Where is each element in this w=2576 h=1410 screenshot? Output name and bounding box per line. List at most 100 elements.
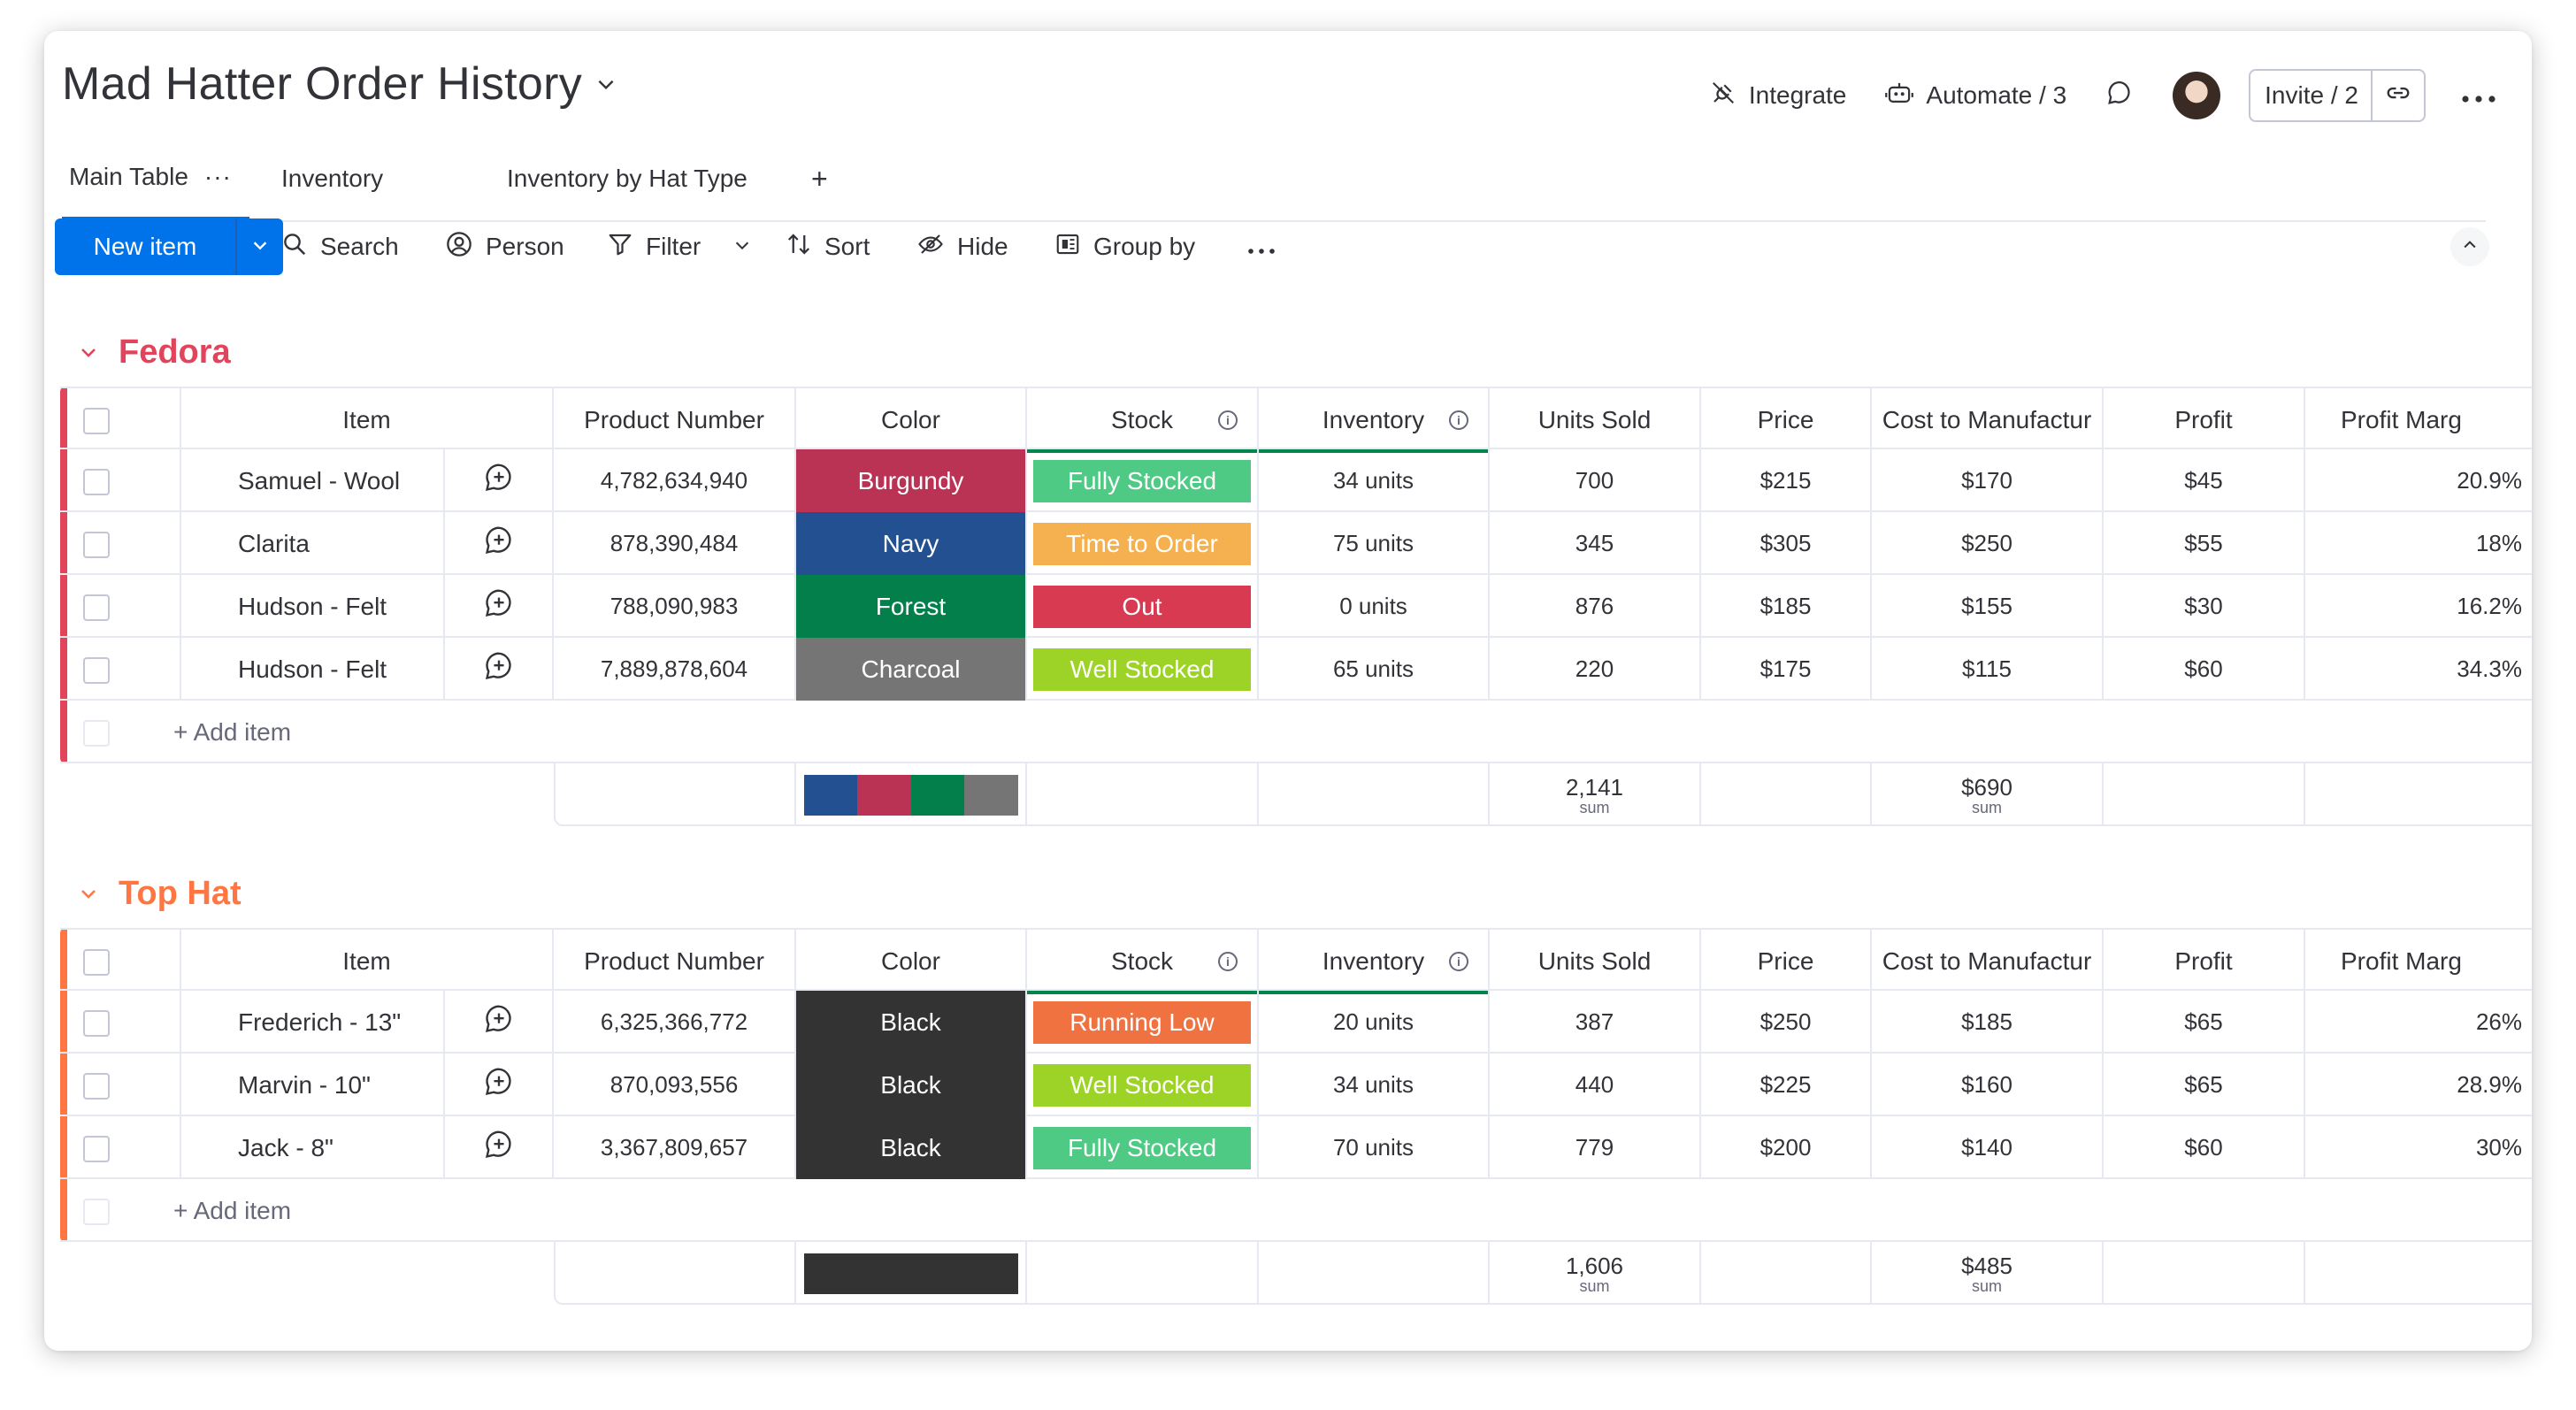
stock-status-cell[interactable]: Fully Stocked bbox=[1027, 449, 1259, 512]
add-item-button[interactable]: + Add item bbox=[173, 1196, 292, 1224]
row-checkbox[interactable] bbox=[83, 594, 110, 621]
column-header[interactable]: Cost to Manufactur bbox=[1872, 930, 2104, 992]
column-header[interactable]: Cost to Manufactur bbox=[1872, 388, 2104, 451]
table-row[interactable]: Hudson - Felt 788,090,983 Forest Out 0 units… bbox=[60, 575, 2532, 638]
stock-status-cell[interactable]: Fully Stocked bbox=[1027, 1116, 1259, 1179]
color-distribution-bar[interactable] bbox=[803, 1253, 1018, 1294]
column-header[interactable]: Price bbox=[1701, 930, 1872, 992]
add-update-icon[interactable] bbox=[482, 1002, 516, 1042]
info-icon[interactable]: i bbox=[1218, 951, 1238, 971]
column-header[interactable]: Profit Marg bbox=[2305, 388, 2532, 451]
info-icon[interactable]: i bbox=[1449, 410, 1468, 430]
column-header[interactable]: Price bbox=[1701, 388, 1872, 451]
table-row[interactable]: Hudson - Felt 7,889,878,604 Charcoal Well S… bbox=[60, 638, 2532, 701]
more-menu-button[interactable] bbox=[2461, 81, 2496, 110]
add-update-icon[interactable] bbox=[482, 1128, 516, 1168]
column-header[interactable]: Product Number bbox=[554, 388, 796, 451]
group-title[interactable]: Fedora bbox=[78, 333, 231, 372]
hide-button[interactable]: Hide bbox=[916, 218, 1008, 275]
color-status-cell[interactable]: Black bbox=[796, 991, 1027, 1054]
row-checkbox[interactable] bbox=[83, 1010, 110, 1037]
copy-link-button[interactable] bbox=[2371, 71, 2424, 120]
add-update-icon[interactable] bbox=[482, 649, 516, 689]
color-distribution-bar[interactable] bbox=[803, 774, 1018, 816]
tab-inventory-by-hat-type[interactable]: Inventory by Hat Type bbox=[507, 137, 748, 220]
avatar[interactable] bbox=[2173, 72, 2221, 119]
column-header[interactable]: Profit Marg bbox=[2305, 930, 2532, 992]
tab-main-table[interactable]: Main Table ··· bbox=[62, 137, 249, 220]
integrate-button[interactable]: Integrate bbox=[1710, 80, 1846, 112]
color-status-cell[interactable]: Black bbox=[796, 1054, 1027, 1116]
stock-status-cell[interactable]: Well Stocked bbox=[1027, 638, 1259, 701]
color-status-cell[interactable]: Burgundy bbox=[796, 449, 1027, 512]
table-row[interactable]: Samuel - Wool 4,782,634,940 Burgundy Fully … bbox=[60, 449, 2532, 512]
select-all-checkbox[interactable] bbox=[83, 949, 110, 976]
info-icon[interactable]: i bbox=[1449, 951, 1468, 971]
add-update-icon[interactable] bbox=[482, 461, 516, 501]
table-row[interactable]: Marvin - 10" 870,093,556 Black Well Stocked… bbox=[60, 1054, 2532, 1116]
stock-status-cell[interactable]: Well Stocked bbox=[1027, 1054, 1259, 1116]
filter-dropdown[interactable] bbox=[732, 218, 752, 275]
color-status-cell[interactable]: Black bbox=[796, 1116, 1027, 1179]
collapse-header-button[interactable] bbox=[2450, 227, 2489, 266]
item-name-cell[interactable]: Jack - 8" bbox=[181, 1116, 445, 1179]
chevron-down-icon[interactable] bbox=[78, 333, 99, 372]
item-name-cell[interactable]: Hudson - Felt bbox=[181, 575, 445, 638]
person-filter-button[interactable]: Person bbox=[445, 218, 564, 275]
column-header[interactable]: Profit bbox=[2104, 930, 2305, 992]
item-name-cell[interactable]: Marvin - 10" bbox=[181, 1054, 445, 1116]
add-view-button[interactable]: + bbox=[811, 137, 828, 220]
group-by-button[interactable]: Group by bbox=[1054, 218, 1195, 275]
row-checkbox[interactable] bbox=[83, 1073, 110, 1100]
row-checkbox[interactable] bbox=[83, 1136, 110, 1162]
color-status-cell[interactable]: Charcoal bbox=[796, 638, 1027, 701]
column-header[interactable]: Item bbox=[181, 930, 554, 992]
column-header[interactable]: Profit bbox=[2104, 388, 2305, 451]
column-header[interactable]: Units Sold bbox=[1490, 930, 1701, 992]
add-item-button[interactable]: + Add item bbox=[173, 717, 292, 746]
column-header[interactable]: Inventory i bbox=[1259, 930, 1490, 994]
sort-button[interactable]: Sort bbox=[786, 218, 870, 275]
item-name-cell[interactable]: Samuel - Wool bbox=[181, 449, 445, 512]
add-update-icon[interactable] bbox=[482, 1065, 516, 1105]
board-title[interactable]: Mad Hatter Order History bbox=[62, 58, 583, 110]
table-row[interactable]: Frederich - 13" 6,325,366,772 Black Running… bbox=[60, 991, 2532, 1054]
column-header[interactable]: Item bbox=[181, 388, 554, 451]
search-button[interactable]: Search bbox=[281, 218, 399, 275]
row-checkbox[interactable] bbox=[83, 469, 110, 495]
filter-button[interactable]: Filter bbox=[607, 218, 701, 275]
new-item-button[interactable]: New item bbox=[93, 233, 197, 260]
automate-button[interactable]: Automate / 3 bbox=[1885, 80, 2066, 112]
table-row[interactable]: Jack - 8" 3,367,809,657 Black Fully Stocked… bbox=[60, 1116, 2532, 1179]
column-header[interactable]: Units Sold bbox=[1490, 388, 1701, 451]
item-name-cell[interactable]: Frederich - 13" bbox=[181, 991, 445, 1054]
color-status-cell[interactable]: Forest bbox=[796, 575, 1027, 638]
stock-status-cell[interactable]: Time to Order bbox=[1027, 512, 1259, 575]
add-update-icon[interactable] bbox=[482, 524, 516, 563]
column-header[interactable]: Stock i bbox=[1027, 930, 1259, 994]
add-update-icon[interactable] bbox=[482, 586, 516, 626]
stock-status-cell[interactable]: Out bbox=[1027, 575, 1259, 638]
row-checkbox[interactable] bbox=[83, 657, 110, 684]
item-name-cell[interactable]: Hudson - Felt bbox=[181, 638, 445, 701]
add-item-row[interactable]: + Add item bbox=[60, 701, 2532, 763]
tab-inventory[interactable]: Inventory bbox=[281, 137, 383, 220]
updates-button[interactable] bbox=[2105, 79, 2134, 113]
column-header[interactable]: Color bbox=[796, 930, 1027, 992]
new-item-dropdown[interactable] bbox=[235, 218, 283, 275]
add-item-row[interactable]: + Add item bbox=[60, 1179, 2532, 1242]
group-title[interactable]: Top Hat bbox=[78, 875, 242, 913]
column-header[interactable]: Product Number bbox=[554, 930, 796, 992]
table-row[interactable]: Clarita 878,390,484 Navy Time to Order 75 un… bbox=[60, 512, 2532, 575]
stock-status-cell[interactable]: Running Low bbox=[1027, 991, 1259, 1054]
toolbar-more-button[interactable] bbox=[1247, 218, 1276, 275]
chevron-down-icon[interactable] bbox=[594, 73, 617, 96]
row-checkbox[interactable] bbox=[83, 532, 110, 558]
column-header[interactable]: Inventory i bbox=[1259, 388, 1490, 453]
invite-button[interactable]: Invite / 2 bbox=[2265, 81, 2358, 109]
color-status-cell[interactable]: Navy bbox=[796, 512, 1027, 575]
column-header[interactable]: Stock i bbox=[1027, 388, 1259, 453]
select-all-checkbox[interactable] bbox=[83, 408, 110, 434]
column-header[interactable]: Color bbox=[796, 388, 1027, 451]
info-icon[interactable]: i bbox=[1218, 410, 1238, 430]
